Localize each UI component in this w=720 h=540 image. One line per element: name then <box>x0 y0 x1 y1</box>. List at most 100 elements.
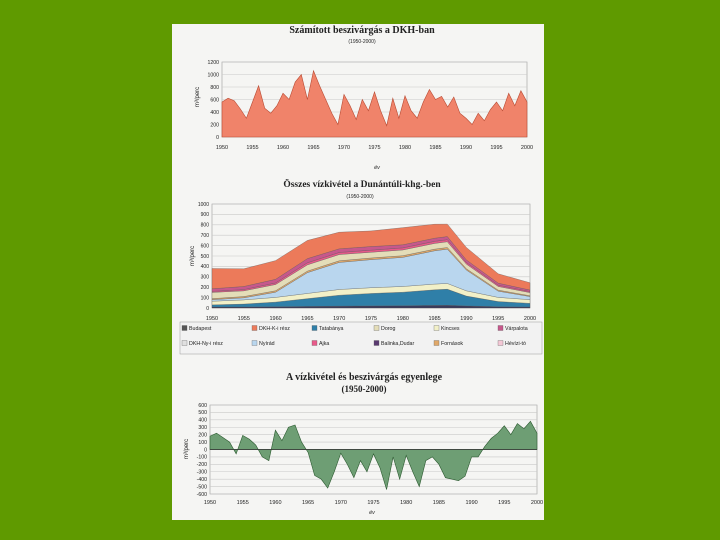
c2-ytick-label: 500 <box>201 254 210 260</box>
c3-xtick-label: 1975 <box>367 500 379 506</box>
c2-xtick-label: 2000 <box>524 316 536 322</box>
c3-ytick-label: -500 <box>197 484 207 490</box>
charts-svg: Számított beszivárgás a DKH-ban (1950-20… <box>179 25 543 516</box>
c1-ytick-label: 200 <box>210 122 219 128</box>
chart2-subtitle: (1950-2000) <box>346 194 374 200</box>
c1-xtick-label: 1950 <box>216 145 228 151</box>
legend-label: Balinka,Dudar <box>381 341 415 347</box>
c1-ytick-label: 0 <box>216 135 219 141</box>
c3-ytick-label: 300 <box>198 425 207 431</box>
legend-label: Dorog <box>381 326 395 332</box>
chart2-ylabel: m³/perc <box>190 246 196 266</box>
chart1-xlabel: év <box>374 165 381 171</box>
c2-ytick-label: 300 <box>201 275 210 281</box>
legend-label: Hévízi-tó <box>505 341 526 347</box>
c3-ytick-label: -400 <box>197 477 207 483</box>
c3-ytick-label: 0 <box>204 447 207 453</box>
c1-ytick-label: 1200 <box>207 60 219 66</box>
chart-sheet: Számított beszivárgás a DKH-ban (1950-20… <box>172 24 544 520</box>
legend-swatch <box>433 325 440 331</box>
legend-swatch <box>373 340 380 346</box>
infiltration-chart: Számított beszivárgás a DKH-ban (1950-20… <box>195 25 533 171</box>
c3-xtick-label: 2000 <box>531 500 543 506</box>
withdrawal-chart: Összes vízkivétel a Dunántúli-khg.-ben (… <box>179 177 543 355</box>
c2-ytick-label: 1000 <box>198 202 209 208</box>
c3-ytick-label: 400 <box>198 418 207 424</box>
legend-label: Nyírád <box>259 341 275 347</box>
legend-label: Budapest <box>189 326 212 332</box>
c2-xtick-label: 1975 <box>365 316 377 322</box>
c2-ytick-label: 400 <box>201 264 210 270</box>
c3-xtick-label: 1960 <box>269 500 281 506</box>
stack-dkh-k-i-r-sz <box>211 223 531 291</box>
c1-xtick-label: 1975 <box>368 145 380 151</box>
chart1-subtitle: (1950-2000) <box>348 39 376 45</box>
c3-xtick-label: 1985 <box>433 500 445 506</box>
chart2-legend-box <box>179 321 543 355</box>
legend-swatch <box>181 325 188 331</box>
c3-ytick-label: 600 <box>198 403 207 409</box>
c3-xtick-label: 1965 <box>302 500 314 506</box>
c2-ytick-label: 900 <box>201 212 210 218</box>
c3-xtick-label: 1990 <box>465 500 477 506</box>
c1-xtick-label: 1965 <box>307 145 319 151</box>
c1-xtick-label: 1955 <box>246 145 258 151</box>
chart3-subtitle: (1950-2000) <box>342 384 387 394</box>
c2-xtick-label: 1985 <box>428 316 440 322</box>
c1-xtick-label: 1995 <box>490 145 502 151</box>
c2-xtick-label: 1970 <box>333 316 345 322</box>
legend-label: Várpalota <box>505 326 528 332</box>
c1-ytick-label: 400 <box>210 110 219 116</box>
chart3-title: A vízkivétel és beszivárgás egyenlege <box>286 372 443 383</box>
c1-ytick-label: 1000 <box>207 72 219 78</box>
c3-xtick-label: 1955 <box>237 500 249 506</box>
c3-xtick-label: 1995 <box>498 500 510 506</box>
c3-ytick-label: -200 <box>197 462 207 468</box>
legend-swatch <box>251 340 258 346</box>
legend-label: Fornások <box>441 341 463 347</box>
infiltration-area <box>221 69 528 138</box>
c3-xtick-label: 1980 <box>400 500 412 506</box>
c2-ytick-label: 700 <box>201 233 210 239</box>
chart3-ylabel: m³/perc <box>184 439 190 459</box>
c1-ytick-label: 800 <box>210 85 219 91</box>
legend-swatch <box>311 325 318 331</box>
c3-ytick-label: -600 <box>197 492 207 498</box>
c3-ytick-label: 200 <box>198 432 207 438</box>
legend-swatch <box>497 325 504 331</box>
c2-xtick-label: 1960 <box>269 316 281 322</box>
c2-ytick-label: 800 <box>201 223 210 229</box>
c3-ytick-label: -300 <box>197 470 207 476</box>
c2-xtick-label: 1955 <box>238 316 250 322</box>
legend-swatch <box>373 325 380 331</box>
chart1-ylabel: m³/perc <box>195 87 201 107</box>
c1-xtick-label: 1980 <box>399 145 411 151</box>
legend-swatch <box>251 325 258 331</box>
c2-ytick-label: 600 <box>201 243 210 249</box>
c3-ytick-label: 100 <box>198 440 207 446</box>
c2-xtick-label: 1990 <box>460 316 472 322</box>
c3-xtick-label: 1970 <box>335 500 347 506</box>
balance-area <box>209 420 538 490</box>
legend-swatch <box>433 340 440 346</box>
c2-xtick-label: 1995 <box>492 316 504 322</box>
legend-label: Ajka <box>319 341 329 347</box>
legend-swatch <box>497 340 504 346</box>
legend-swatch <box>311 340 318 346</box>
chart3-xlabel: év <box>369 510 376 516</box>
c3-ytick-label: -100 <box>197 455 207 461</box>
c3-xtick-label: 1950 <box>204 500 216 506</box>
c1-xtick-label: 2000 <box>521 145 533 151</box>
c2-ytick-label: 0 <box>206 306 209 312</box>
c1-xtick-label: 1985 <box>429 145 441 151</box>
legend-label: DKH-Ny-i rész <box>189 341 223 347</box>
c2-xtick-label: 1950 <box>206 316 218 322</box>
c2-ytick-label: 100 <box>201 295 210 301</box>
c2-xtick-label: 1965 <box>301 316 313 322</box>
legend-label: Tatabánya <box>319 326 343 332</box>
c2-ytick-label: 200 <box>201 285 210 291</box>
c2-xtick-label: 1980 <box>397 316 409 322</box>
chart2-title: Összes vízkivétel a Dunántúli-khg.-ben <box>283 177 441 190</box>
legend-label: Kincses <box>441 326 460 332</box>
chart1-title: Számított beszivárgás a DKH-ban <box>289 25 435 36</box>
